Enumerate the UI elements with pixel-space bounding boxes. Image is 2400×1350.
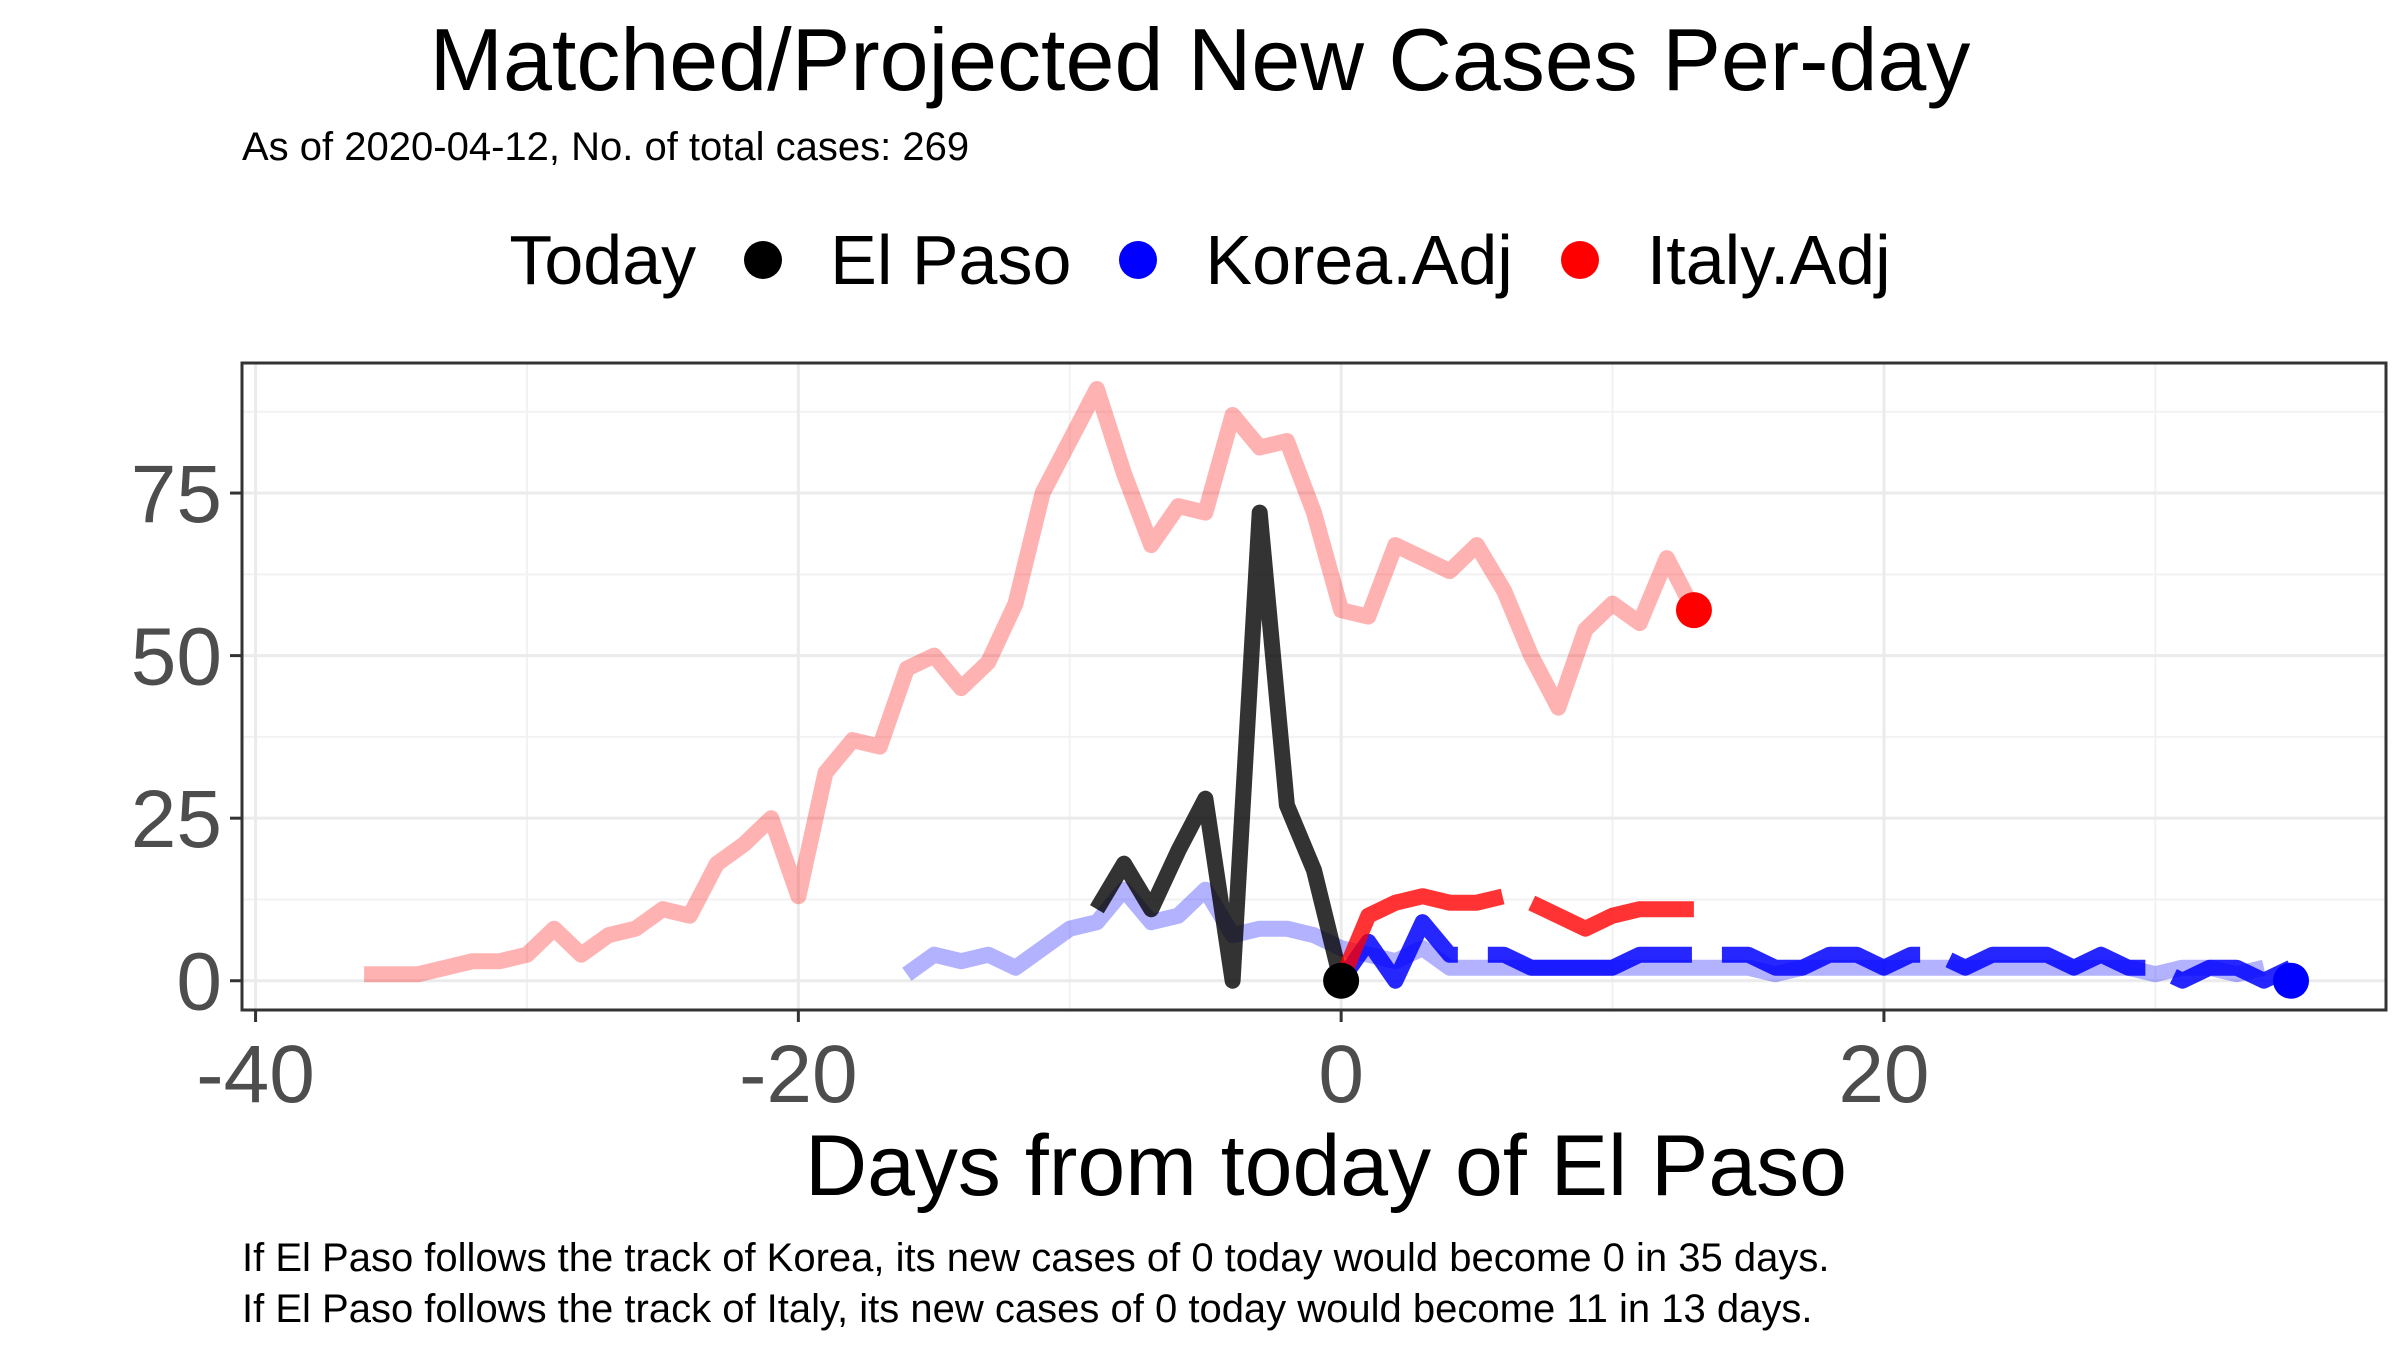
series-line-italy-matched xyxy=(364,381,1701,983)
chart-title: Matched/Projected New Cases Per-day xyxy=(429,10,1971,109)
x-axis-label: Days from today of El Paso xyxy=(805,1118,1847,1214)
legend: Today El Paso Korea.Adj Italy.Adj xyxy=(0,215,2400,305)
end-point-korea-adj xyxy=(2273,962,2310,999)
chart-subtitle: As of 2020-04-12, No. of total cases: 26… xyxy=(242,125,970,169)
x-tick-label: 0 xyxy=(1318,1029,1364,1120)
legend-item-el-paso: El Paso xyxy=(744,220,1071,300)
x-tick-label: 20 xyxy=(1838,1029,1929,1120)
caption-korea: If El Paso follows the track of Korea, i… xyxy=(242,1236,1830,1280)
y-tick-label: 75 xyxy=(131,449,222,540)
legend-label-el-paso: El Paso xyxy=(830,221,1072,299)
y-tick-label: 0 xyxy=(176,937,222,1028)
series-line-el-paso xyxy=(1090,504,1349,989)
legend-key-korea xyxy=(1119,241,1158,279)
plot-border xyxy=(240,361,2388,1012)
series-lines xyxy=(364,381,2295,989)
series-line-italy-projected xyxy=(1333,888,1694,984)
series-line-korea-projected xyxy=(1334,914,2295,989)
end-point-italy-adj xyxy=(1675,592,1712,629)
legend-label-korea: Korea.Adj xyxy=(1205,221,1513,299)
end-points xyxy=(1323,592,2310,999)
legend-title: Today xyxy=(509,221,697,299)
legend-label-italy: Italy.Adj xyxy=(1646,221,1891,299)
legend-key-italy xyxy=(1560,241,1599,279)
caption-italy: If El Paso follows the track of Italy, i… xyxy=(242,1287,1813,1331)
x-tick-label: -20 xyxy=(739,1029,858,1120)
legend-item-italy: Italy.Adj xyxy=(1560,220,1891,300)
plot-panel xyxy=(242,363,2386,1010)
y-tick-label: 50 xyxy=(131,612,222,703)
legend-key-el-paso xyxy=(744,241,783,279)
end-point-el-paso xyxy=(1323,962,1360,999)
legend-item-korea: Korea.Adj xyxy=(1119,220,1513,300)
y-tick-label: 25 xyxy=(131,774,222,865)
grid-lines xyxy=(242,363,2386,1010)
axes: -40 -20 0 20 0 25 50 75 xyxy=(131,361,2388,1120)
x-tick-label: -40 xyxy=(196,1029,315,1120)
